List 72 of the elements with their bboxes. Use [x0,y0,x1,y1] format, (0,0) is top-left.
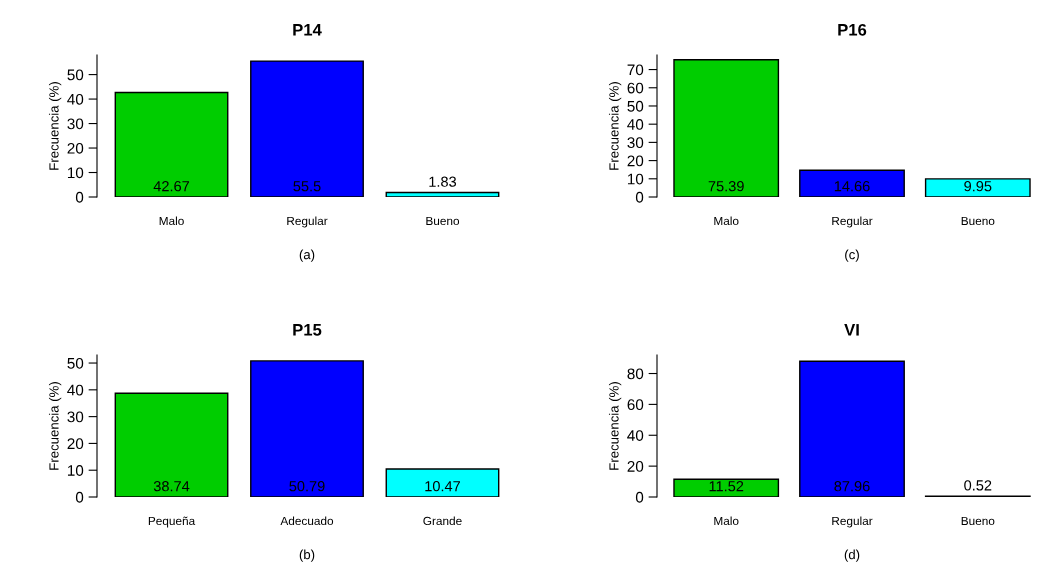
y-tick-label: 0 [635,191,644,203]
y-tick-label: 0 [75,191,84,203]
y-tick-label: 0 [635,491,644,503]
y-axis-title: Frecuencia (%) [48,82,62,170]
chart-title: P14 [293,24,322,36]
y-tick-label: 20 [67,438,84,450]
y-tick-label: 30 [67,411,84,423]
x-tick-label: Bueno [426,216,460,226]
x-tick-label: Regular [287,216,328,228]
x-tick-label: Malo [714,516,739,526]
data-label: 11.52 [709,481,744,492]
x-tick-label: Regular [832,516,873,528]
y-tick-label: 60 [627,82,644,94]
bar [799,169,905,197]
bar [250,60,364,197]
x-tick-label: Malo [714,216,739,226]
y-tick-label: 40 [627,119,644,130]
y-tick-label: 20 [627,155,644,167]
data-label: 50.79 [289,481,325,492]
y-axis-title: Frecuencia (%) [608,382,622,470]
data-label: 9.95 [964,181,992,192]
data-label: 1.83 [429,176,457,187]
y-tick-label: 60 [627,399,644,411]
data-label: 42.67 [153,181,190,192]
y-axis-title: Frecuencia (%) [608,82,622,170]
y-tick-label: 20 [627,461,644,472]
y-tick-label: 30 [67,118,84,130]
y-tick-label: 40 [67,93,84,105]
bar [924,178,1031,197]
data-label: 87.96 [834,481,870,492]
bar [114,392,229,497]
y-tick-label: 50 [67,357,84,369]
bar [385,468,500,497]
chart-title: P16 [838,23,867,36]
data-label: 75.39 [708,181,744,192]
bar [385,191,500,197]
data-label: 55.5 [293,181,321,192]
x-tick-label: Malo [159,216,184,226]
y-tick-label: 40 [67,384,84,396]
y-tick-label: 10 [67,167,84,179]
x-tick-label: Pequeña [148,516,196,528]
y-tick-label: 10 [67,465,84,476]
data-label: 0.52 [964,480,992,491]
data-label: 38.74 [153,481,190,492]
data-label: 10.47 [425,481,460,492]
y-tick-label: 20 [67,142,84,154]
chart-title: VI [844,324,859,336]
y-tick-label: 80 [627,368,644,380]
y-tick-label: 10 [627,173,644,185]
text: (b) [299,549,315,562]
x-tick-label: Bueno [961,216,995,226]
text: (a) [299,249,315,262]
text: (d) [844,549,860,562]
y-tick-label: 40 [627,430,644,441]
bar [250,360,364,497]
data-label: 14.66 [834,181,870,192]
x-tick-label: Bueno [961,516,995,526]
bar [673,478,780,497]
x-tick-label: Adecuado [280,516,334,526]
bar [799,360,905,497]
x-tick-label: Regular [832,216,873,228]
bar [673,59,780,197]
bar [114,91,229,197]
y-tick-label: 70 [627,64,644,76]
chart-title: P15 [293,324,322,336]
y-tick-label: 50 [627,100,644,112]
y-tick-label: 0 [75,491,84,503]
text: (c) [845,249,859,262]
y-tick-label: 30 [627,137,644,149]
y-axis-title: Frecuencia (%) [48,382,62,470]
y-tick-label: 50 [67,69,84,81]
x-tick-label: Grande [423,516,462,526]
